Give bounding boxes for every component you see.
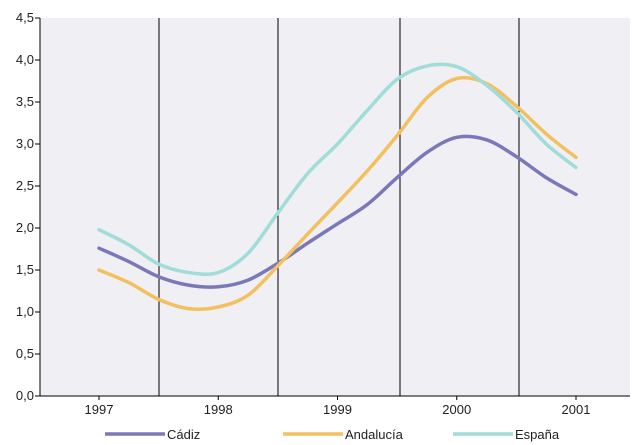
x-tick-label: 2000 [442,402,471,417]
gridlines [158,18,520,396]
y-tick-label: 2,5 [16,178,34,193]
y-tick-label: 1,0 [16,304,34,319]
y-tick-label: 4,5 [16,10,34,25]
y-tick-label: 3,5 [16,94,34,109]
y-tick-label: 2,0 [16,220,34,235]
series-line-cadiz [97,134,578,289]
x-tick-label: 1997 [85,402,114,417]
series-line-espana [97,62,578,277]
legend-label-cadiz: Cádiz [167,427,200,442]
y-tick-label: 1,5 [16,262,34,277]
x-tick-label: 2001 [562,402,591,417]
y-tick-label: 0,0 [16,388,34,403]
series-lines [97,62,578,311]
y-axis-ticks: 0,0 0,5 1,0 1,5 2,0 2,5 3,0 3,5 4,0 4,5 [16,10,40,403]
series-line-andalucia [97,75,578,311]
x-axis-ticks: 1997 1998 1999 2000 2001 [85,396,591,417]
y-tick-label: 4,0 [16,52,34,67]
legend-label-andalucia: Andalucía [345,427,404,442]
x-tick-label: 1999 [323,402,352,417]
legend-label-espana: España [515,427,560,442]
x-tick-label: 1998 [204,402,233,417]
legend: Cádiz Andalucía España [105,427,560,442]
y-tick-label: 3,0 [16,136,34,151]
y-tick-label: 0,5 [16,346,34,361]
